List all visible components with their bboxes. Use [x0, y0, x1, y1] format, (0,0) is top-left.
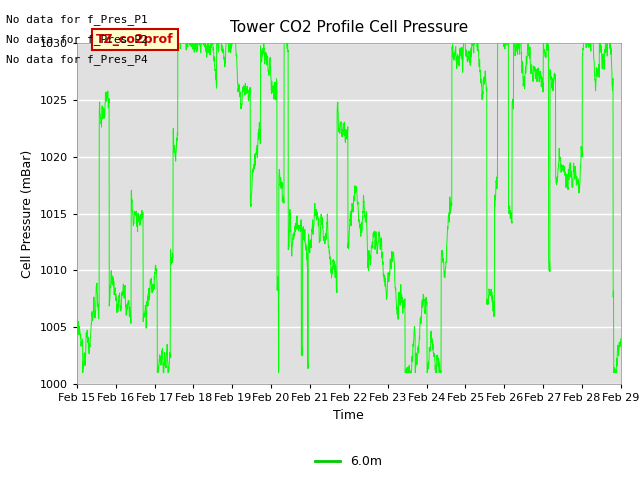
Title: Tower CO2 Profile Cell Pressure: Tower CO2 Profile Cell Pressure: [230, 20, 468, 35]
Legend: 6.0m: 6.0m: [310, 450, 387, 473]
Y-axis label: Cell Pressure (mBar): Cell Pressure (mBar): [21, 149, 34, 278]
Text: No data for f_Pres_P1: No data for f_Pres_P1: [6, 13, 148, 24]
Text: TZ_co2prof: TZ_co2prof: [96, 33, 174, 46]
X-axis label: Time: Time: [333, 408, 364, 421]
Text: No data for f_Pres_P2: No data for f_Pres_P2: [6, 34, 148, 45]
Text: No data for f_Pres_P4: No data for f_Pres_P4: [6, 54, 148, 65]
